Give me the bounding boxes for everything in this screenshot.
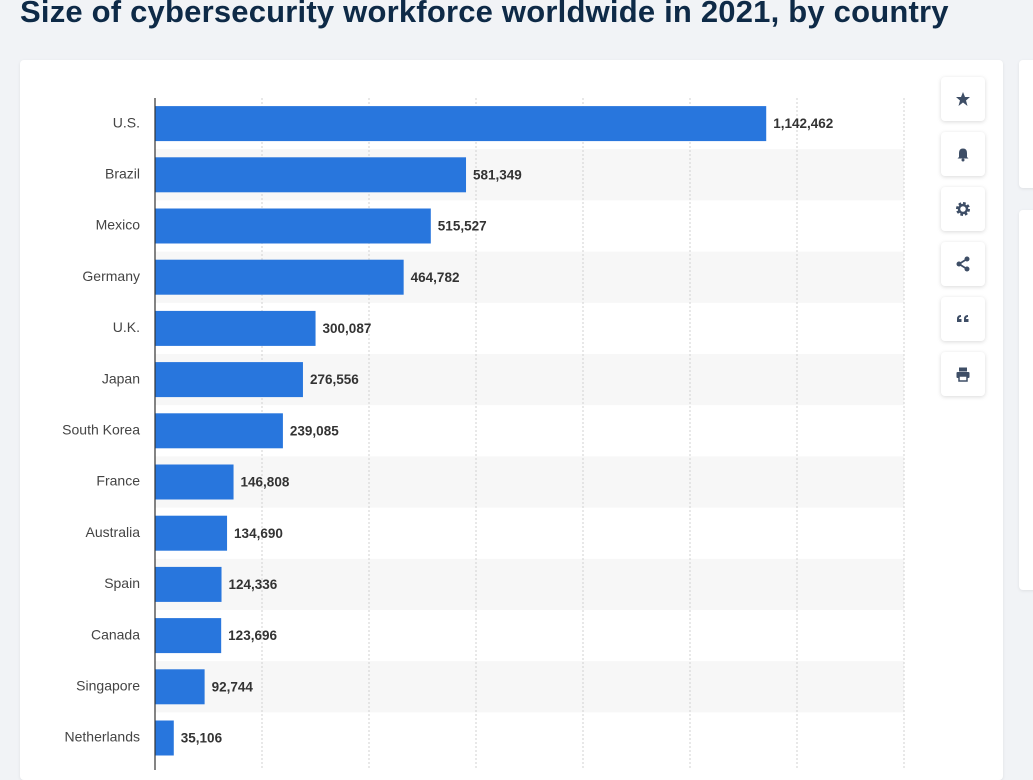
side-panel (1019, 210, 1033, 590)
data-label: 239,085 (290, 423, 339, 438)
bar (155, 259, 404, 295)
data-label: 581,349 (473, 167, 522, 182)
bar (155, 157, 467, 193)
data-label: 515,527 (438, 219, 487, 234)
y-tick-label: Netherlands (65, 729, 141, 745)
y-tick-label: U.K. (113, 319, 140, 335)
chart-title: Size of cybersecurity workforce worldwid… (20, 0, 949, 29)
bar (155, 310, 316, 346)
data-label: 35,106 (181, 731, 223, 746)
bar (155, 413, 283, 449)
print-button[interactable] (941, 352, 985, 396)
bar (155, 618, 222, 654)
data-label: 124,336 (229, 577, 278, 592)
bar (155, 566, 222, 602)
favorite-button[interactable] (941, 77, 985, 121)
data-label: 276,556 (310, 372, 359, 387)
y-tick-label: Mexico (96, 217, 141, 233)
row-stripe (155, 661, 904, 713)
notification-button[interactable] (941, 132, 985, 176)
bar (155, 208, 431, 244)
data-label: 146,808 (241, 475, 290, 490)
y-tick-label: Canada (91, 626, 140, 642)
y-tick-label: South Korea (62, 422, 140, 438)
data-label: 123,696 (228, 628, 277, 643)
bar (155, 362, 303, 398)
cite-button[interactable] (941, 297, 985, 341)
row-stripe (155, 558, 904, 610)
bar (155, 720, 174, 756)
share-button[interactable] (941, 242, 985, 286)
y-tick-label: U.S. (113, 114, 140, 130)
data-label: 300,087 (323, 321, 372, 336)
y-tick-label: Spain (104, 575, 140, 591)
data-label: 134,690 (234, 526, 283, 541)
side-panel (1019, 60, 1033, 188)
y-tick-label: Brazil (105, 166, 140, 182)
data-label: 1,142,462 (773, 116, 833, 131)
bar (155, 106, 767, 142)
settings-button[interactable] (941, 187, 985, 231)
y-tick-label: Singapore (76, 678, 140, 694)
bar (155, 515, 228, 551)
y-tick-label: Australia (86, 524, 141, 540)
y-tick-label: France (96, 473, 140, 489)
data-label: 92,744 (212, 679, 254, 694)
y-tick-label: Japan (102, 370, 140, 386)
bar (155, 464, 234, 500)
bar (155, 669, 205, 705)
data-label: 464,782 (411, 270, 460, 285)
row-stripe (155, 456, 904, 508)
y-tick-label: Germany (82, 268, 140, 284)
